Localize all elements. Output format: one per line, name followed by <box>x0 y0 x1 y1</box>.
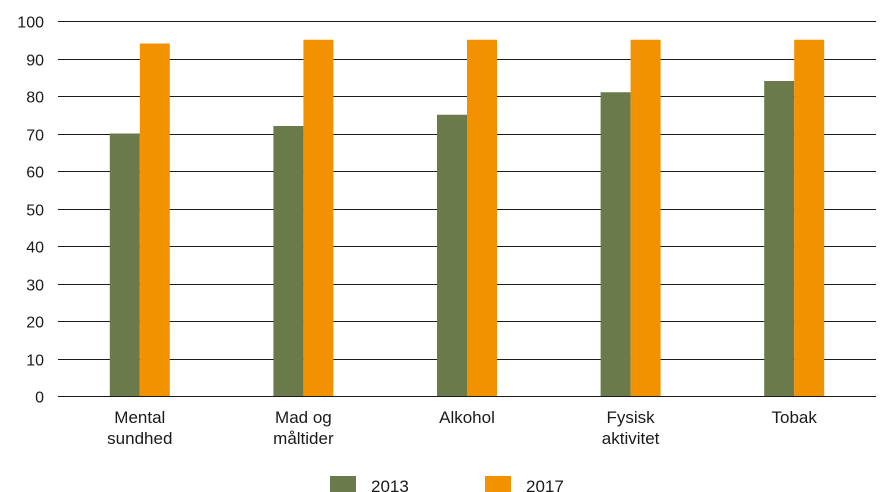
category-label-2-line-0: Alkohol <box>439 408 495 427</box>
y-tick-label-70: 70 <box>26 128 44 145</box>
bar-2017-0 <box>139 43 170 396</box>
bar-2017-1 <box>303 39 334 396</box>
category-label-3-line-1: aktivitet <box>602 429 660 448</box>
y-tick-label-20: 20 <box>26 315 44 332</box>
y-tick-label-100: 100 <box>17 15 44 32</box>
y-tick-label-60: 60 <box>26 165 44 182</box>
y-tick-label-80: 80 <box>26 90 44 107</box>
y-tick-label-10: 10 <box>26 353 44 370</box>
category-labels: Mental sundhed Mad og måltider Alkohol Fysisk… <box>107 408 817 448</box>
category-label-4-line-0: Tobak <box>772 408 818 427</box>
category-label-0-line-1: sundhed <box>107 429 172 448</box>
category-label-3-line-0: Fysisk <box>607 408 656 427</box>
bar-2013-2 <box>437 114 467 396</box>
bar-2013-3 <box>600 92 631 396</box>
bar-2017-2 <box>467 39 497 396</box>
legend-label-2017: 2017 <box>526 477 564 492</box>
y-tick-label-40: 40 <box>26 240 44 257</box>
category-label-1-line-0: Mad og <box>275 408 332 427</box>
legend: 2013 2017 <box>330 476 564 492</box>
category-label-0-line-0: Mental <box>114 408 165 427</box>
y-axis-tick-labels: 0 10 20 30 40 50 60 70 80 90 100 <box>17 15 44 407</box>
y-tick-label-90: 90 <box>26 53 44 70</box>
y-tick-label-0: 0 <box>35 390 44 407</box>
bar-2013-4 <box>764 81 795 396</box>
y-tick-label-50: 50 <box>26 203 44 220</box>
legend-swatch-2017 <box>485 476 511 492</box>
legend-swatch-2013 <box>330 476 356 492</box>
bar-2013-1 <box>273 126 304 396</box>
bar-2017-4 <box>794 39 825 396</box>
bars <box>109 39 825 396</box>
bar-2017-3 <box>630 39 661 396</box>
legend-label-2013: 2013 <box>371 477 409 492</box>
bar-2013-0 <box>109 133 140 396</box>
category-label-1-line-1: måltider <box>273 429 334 448</box>
y-tick-label-30: 30 <box>26 278 44 295</box>
